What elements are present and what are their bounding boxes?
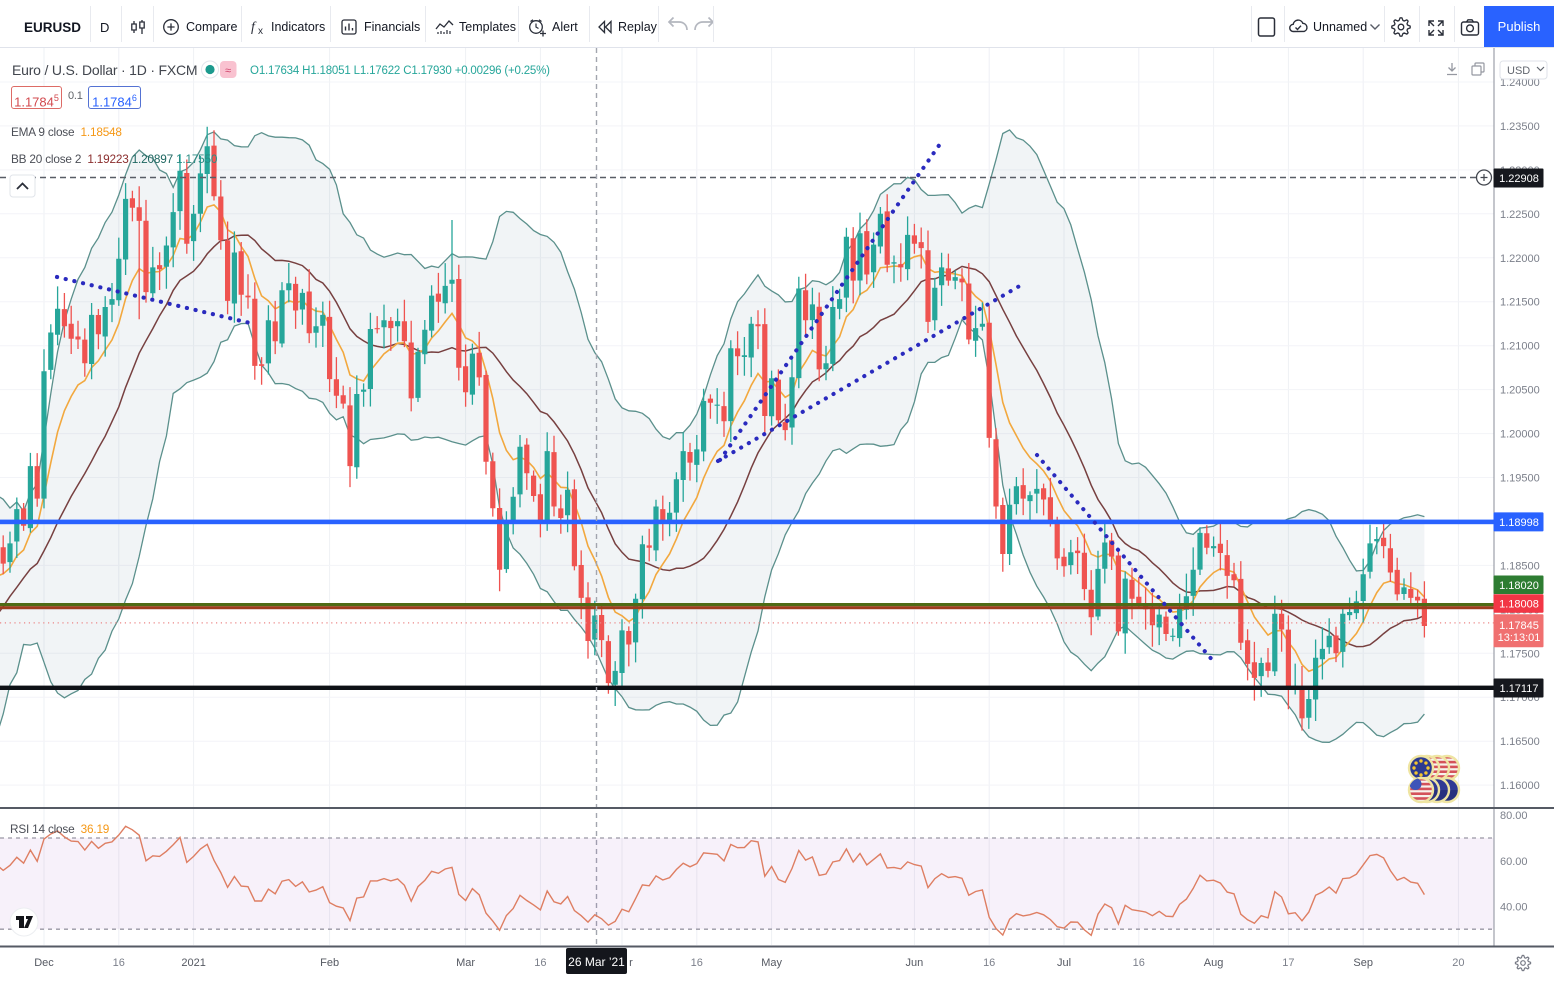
svg-text:26 Mar ’21: 26 Mar ’21 bbox=[568, 955, 625, 969]
svg-text:1.18998: 1.18998 bbox=[1499, 517, 1539, 529]
svg-text:Aug: Aug bbox=[1204, 957, 1224, 969]
svg-text:Jun: Jun bbox=[906, 957, 924, 969]
svg-text:1.17845: 1.17845 bbox=[1499, 620, 1539, 632]
svg-text:80.00: 80.00 bbox=[1500, 810, 1528, 822]
svg-text:1.16500: 1.16500 bbox=[1500, 736, 1540, 748]
svg-text:May: May bbox=[761, 957, 782, 969]
svg-text:1.22500: 1.22500 bbox=[1500, 209, 1540, 221]
svg-text:1.21000: 1.21000 bbox=[1500, 341, 1540, 353]
svg-text:Sep: Sep bbox=[1353, 957, 1373, 969]
svg-text:16: 16 bbox=[113, 957, 125, 969]
svg-text:1.18020: 1.18020 bbox=[1499, 580, 1539, 592]
svg-text:1.16000: 1.16000 bbox=[1500, 780, 1540, 792]
svg-text:16: 16 bbox=[1133, 957, 1145, 969]
svg-text:1.20000: 1.20000 bbox=[1500, 429, 1540, 441]
svg-text:1.21500: 1.21500 bbox=[1500, 297, 1540, 309]
svg-text:1.18008: 1.18008 bbox=[1499, 599, 1539, 611]
svg-text:16: 16 bbox=[534, 957, 546, 969]
svg-text:1.19500: 1.19500 bbox=[1500, 473, 1540, 485]
svg-text:13:13:01: 13:13:01 bbox=[1498, 632, 1541, 644]
svg-text:1.22000: 1.22000 bbox=[1500, 253, 1540, 265]
svg-text:Feb: Feb bbox=[320, 957, 339, 969]
svg-text:Jul: Jul bbox=[1057, 957, 1071, 969]
svg-text:≈: ≈ bbox=[225, 65, 231, 77]
svg-text:16: 16 bbox=[983, 957, 995, 969]
svg-text:1.23500: 1.23500 bbox=[1500, 121, 1540, 133]
svg-text:40.00: 40.00 bbox=[1500, 901, 1528, 913]
svg-text:f: f bbox=[251, 20, 257, 35]
svg-text:Mar: Mar bbox=[456, 957, 475, 969]
svg-text:60.00: 60.00 bbox=[1500, 856, 1528, 868]
svg-text:x: x bbox=[258, 26, 263, 37]
svg-text:16: 16 bbox=[691, 957, 703, 969]
svg-text:2021: 2021 bbox=[181, 957, 205, 969]
svg-text:1.20500: 1.20500 bbox=[1500, 385, 1540, 397]
svg-text:17: 17 bbox=[1282, 957, 1294, 969]
svg-text:USD: USD bbox=[1507, 65, 1530, 77]
svg-text:20: 20 bbox=[1452, 957, 1464, 969]
svg-text:1.22908: 1.22908 bbox=[1499, 173, 1539, 185]
svg-text:1.17117: 1.17117 bbox=[1500, 683, 1539, 695]
svg-text:r: r bbox=[629, 957, 633, 969]
svg-text:Dec: Dec bbox=[34, 957, 54, 969]
svg-text:1.17500: 1.17500 bbox=[1500, 648, 1540, 660]
svg-text:1.24000: 1.24000 bbox=[1500, 77, 1540, 89]
svg-text:1.18500: 1.18500 bbox=[1500, 560, 1540, 572]
